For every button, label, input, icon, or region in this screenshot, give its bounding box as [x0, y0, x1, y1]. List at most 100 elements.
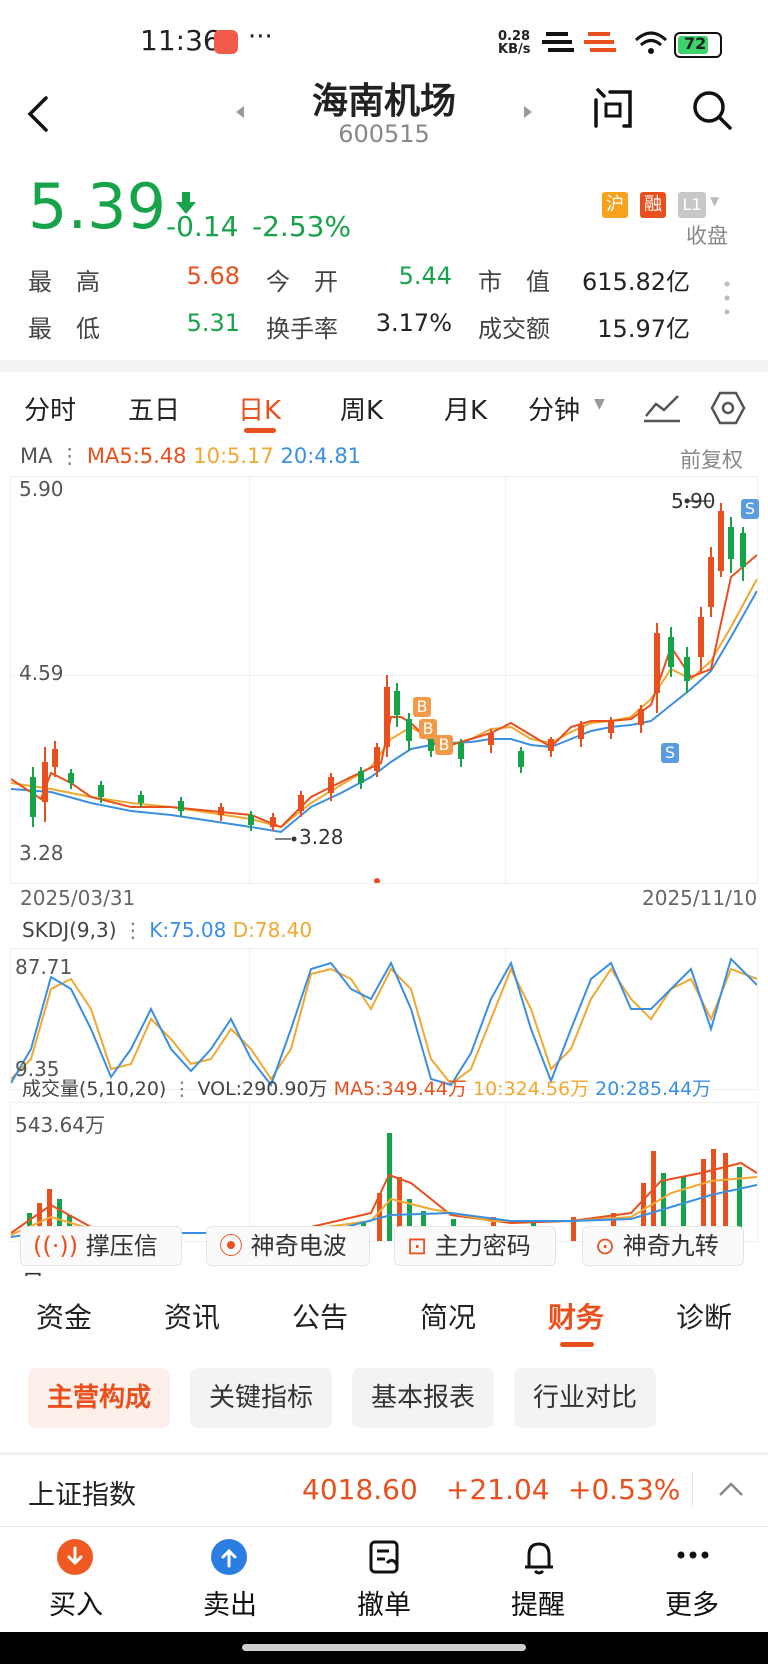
expand-stats-icon[interactable] [722, 280, 732, 316]
signal-icon: ((·)) [33, 1232, 79, 1260]
support-resistance-button[interactable]: ((·)) 撑压信号 [20, 1226, 182, 1298]
price-change: -0.14 [166, 210, 239, 243]
info-tab-indicator [560, 1342, 594, 1347]
sell-icon [211, 1539, 247, 1575]
y-axis-mid: 4.59 [19, 661, 64, 685]
price-change-pct: -2.53% [252, 210, 352, 243]
market-status: 收盘 [686, 224, 728, 248]
sell-marker[interactable]: S [661, 743, 679, 763]
status-bar: 11:36 ··· 0.28 KB/s 72 [0, 0, 768, 72]
more-button[interactable]: 更多 [642, 1537, 742, 1627]
stat-label-open: 今 开 [266, 268, 338, 296]
buy-icon [57, 1539, 93, 1575]
down-arrow-icon [176, 192, 196, 214]
more-icon [677, 1551, 709, 1559]
skdj-chart[interactable]: 87.71 9.35 [10, 948, 758, 1090]
minute-dropdown-icon[interactable]: ▼ [594, 396, 605, 412]
tab-intraday[interactable]: 分时 [24, 396, 77, 426]
kline-chart[interactable]: 5.90 4.59 3.28 3.28 5.90 B B B S S [10, 476, 759, 884]
cancel-order-button[interactable]: 撤单 [334, 1537, 434, 1627]
y-axis-top: 5.90 [19, 477, 64, 501]
skdj-legend: SKDJ(9,3) ⋮ K:75.08 D:78.40 [22, 918, 313, 942]
buy-marker[interactable]: B [435, 735, 453, 755]
chart-settings-icon[interactable] [710, 390, 746, 426]
min-price-label: 3.28 [299, 825, 344, 849]
level-dropdown-icon[interactable]: ▼ [710, 194, 720, 208]
signal-icon [542, 32, 616, 52]
buy-marker[interactable]: B [419, 719, 437, 739]
ask-icon[interactable] [592, 86, 634, 130]
sell-button[interactable]: 卖出 [180, 1537, 280, 1627]
level-badge[interactable]: L1 [678, 192, 706, 218]
bell-icon [525, 1542, 553, 1575]
stat-label-mktcap: 市 值 [478, 268, 550, 296]
ma-legend: MA ⋮ MA5:5.48 10:5.17 20:4.81 [20, 444, 362, 468]
tab-funds[interactable]: 资金 [36, 1301, 93, 1334]
volume-y-top: 543.64万 [15, 1113, 105, 1137]
date-start: 2025/03/31 [20, 886, 136, 910]
sell-marker[interactable]: S [741, 499, 759, 519]
search-icon[interactable] [690, 88, 734, 132]
more-notifications-icon: ··· [248, 22, 273, 52]
index-ticker[interactable]: 上证指数 4018.60 +21.04 +0.53% [0, 1454, 768, 1527]
subtab-key-indicators[interactable]: 关键指标 [190, 1368, 332, 1428]
volume-bars [27, 1133, 742, 1241]
tab-profile[interactable]: 简况 [420, 1301, 477, 1334]
magic-nine-button[interactable]: ⊙ 神奇九转 [582, 1226, 744, 1266]
tab-minute[interactable]: 分钟 [528, 396, 581, 426]
tab-announcements[interactable]: 公告 [292, 1301, 349, 1334]
margin-badge: 融 [640, 192, 666, 218]
info-tabs: 资金 资讯 公告 简况 财务 诊断 [0, 1276, 768, 1368]
gesture-bar [0, 1632, 768, 1664]
volume-chart[interactable]: 543.64万 [10, 1102, 758, 1242]
magic-wave-button[interactable]: ⦿ 神奇电波 [206, 1226, 370, 1266]
wifi-icon [634, 31, 668, 54]
next-stock-icon[interactable] [522, 104, 534, 120]
tab-weekly-k[interactable]: 周K [340, 396, 384, 426]
volume-svg [11, 1133, 757, 1241]
buy-marker[interactable]: B [413, 697, 431, 717]
skdj-svg [11, 957, 757, 1088]
index-value: 4018.60 [302, 1473, 418, 1506]
lock-icon: ⊡ [407, 1232, 428, 1260]
subtab-revenue-breakdown[interactable]: 主营构成 [28, 1368, 170, 1428]
tab-monthly-k[interactable]: 月K [444, 396, 488, 426]
stat-value-open: 5.44 [398, 262, 452, 290]
draw-line-icon[interactable] [642, 390, 682, 424]
stat-value-turnover: 3.17% [375, 309, 452, 337]
battery-icon: 72 [674, 32, 722, 58]
stat-label-low: 最 低 [28, 315, 100, 343]
tab-daily-k[interactable]: 日K [238, 396, 282, 426]
stock-header: 海南机场 600515 [0, 72, 768, 164]
back-icon[interactable] [24, 94, 52, 134]
subtab-statements[interactable]: 基本报表 [352, 1368, 494, 1428]
tab-finance[interactable]: 财务 [548, 1301, 605, 1334]
chevron-up-icon[interactable] [718, 1481, 744, 1499]
alert-button[interactable]: 提醒 [488, 1537, 588, 1627]
home-indicator[interactable] [242, 1644, 526, 1651]
chart-card: 分时 五日 日K 周K 月K 分钟 ▼ MA ⋮ MA5:5.48 10:5.1… [0, 372, 768, 1298]
stat-value-mktcap: 615.82亿 [582, 268, 690, 296]
ma20-value: 20:4.81 [280, 444, 362, 468]
stat-label-high: 最 高 [28, 268, 100, 296]
date-end: 2025/11/10 [642, 886, 758, 910]
index-change-pct: +0.53% [568, 1473, 681, 1506]
prev-stock-icon[interactable] [234, 104, 246, 120]
main-force-button[interactable]: ⊡ 主力密码 [394, 1226, 556, 1266]
tab-diagnosis[interactable]: 诊断 [676, 1301, 733, 1334]
stat-value-low: 5.31 [186, 309, 240, 337]
tab-news[interactable]: 资讯 [164, 1301, 221, 1334]
subtab-industry-compare[interactable]: 行业对比 [514, 1368, 656, 1428]
wave-icon: ⦿ [219, 1232, 243, 1260]
buy-button[interactable]: 买入 [26, 1537, 126, 1627]
volume-legend: 成交量(5,10,20) ⋮ VOL:290.90万 MA5:349.44万 1… [22, 1078, 712, 1100]
app-notification-icon [214, 30, 238, 54]
market-badge: 沪 [602, 192, 628, 218]
stock-code: 600515 [338, 120, 430, 148]
ma5-value: MA5:5.48 [86, 444, 187, 468]
adjust-mode-button[interactable]: 前复权 [680, 448, 743, 472]
tab-five-day[interactable]: 五日 [128, 396, 181, 426]
clock: 11:36 [140, 24, 221, 57]
index-change: +21.04 [446, 1473, 550, 1506]
stat-label-turnover: 换手率 [266, 315, 338, 343]
